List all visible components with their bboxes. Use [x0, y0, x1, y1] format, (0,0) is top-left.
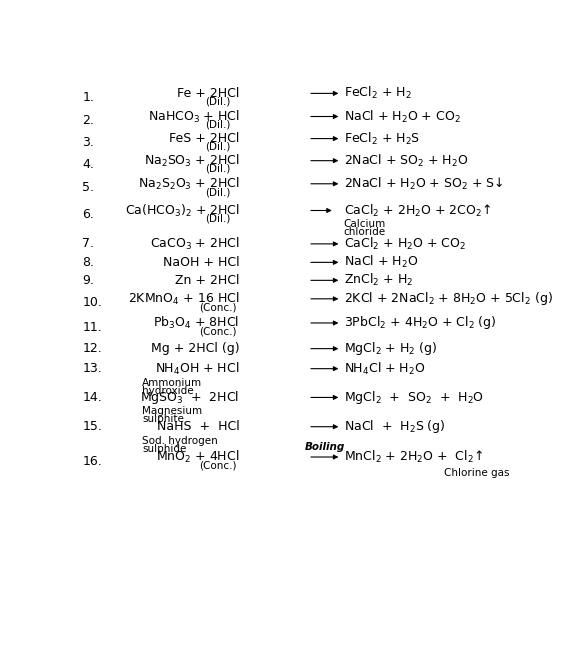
Text: 9.: 9. [82, 274, 94, 287]
Text: 5.: 5. [82, 181, 94, 194]
Text: (Conc.): (Conc.) [199, 460, 236, 470]
Text: 12.: 12. [82, 342, 102, 355]
Text: MgCl$_2$ + H$_2$ (g): MgCl$_2$ + H$_2$ (g) [344, 340, 437, 357]
Text: (Dil.): (Dil.) [205, 142, 230, 152]
Text: Fe + 2HCl: Fe + 2HCl [177, 87, 240, 100]
Text: 13.: 13. [82, 362, 102, 375]
Text: Mg + 2HCl (g): Mg + 2HCl (g) [151, 342, 240, 355]
Text: FeCl$_2$ + H$_2$: FeCl$_2$ + H$_2$ [344, 85, 411, 101]
Text: Zn + 2HCl: Zn + 2HCl [175, 274, 240, 287]
Text: 6.: 6. [82, 208, 94, 221]
Text: sulphite: sulphite [142, 414, 184, 424]
Text: MnCl$_2$ + 2H$_2$O +  Cl$_2$↑: MnCl$_2$ + 2H$_2$O + Cl$_2$↑ [344, 449, 482, 465]
Text: FeS + 2HCl: FeS + 2HCl [169, 132, 240, 145]
Text: 3PbCl$_2$ + 4H$_2$O + Cl$_2$ (g): 3PbCl$_2$ + 4H$_2$O + Cl$_2$ (g) [344, 314, 496, 331]
Text: NH$_4$OH + HCl: NH$_4$OH + HCl [155, 361, 240, 377]
Text: MgCl$_2$  +  SO$_2$  +  H$_2$O: MgCl$_2$ + SO$_2$ + H$_2$O [344, 389, 484, 406]
Text: (Dil.): (Dil.) [205, 164, 230, 174]
Text: 11.: 11. [82, 321, 102, 334]
Text: (Dil.): (Dil.) [205, 119, 230, 129]
Text: 15.: 15. [82, 420, 102, 433]
Text: NaHS  +  HCl: NaHS + HCl [157, 420, 240, 433]
Text: 10.: 10. [82, 296, 102, 309]
Text: Ammonium: Ammonium [142, 378, 202, 388]
Text: Pb$_3$O$_4$ + 8HCl: Pb$_3$O$_4$ + 8HCl [154, 315, 240, 331]
Text: Na$_2$SO$_3$ + 2HCl: Na$_2$SO$_3$ + 2HCl [144, 153, 240, 169]
Text: Ca(HCO$_3$)$_2$ + 2HCl: Ca(HCO$_3$)$_2$ + 2HCl [124, 203, 240, 219]
Text: 16.: 16. [82, 455, 102, 468]
Text: NaCl + H$_2$O + CO$_2$: NaCl + H$_2$O + CO$_2$ [344, 109, 460, 125]
Text: Sod. hydrogen: Sod. hydrogen [142, 436, 218, 446]
Text: NaCl  +  H$_2$S (g): NaCl + H$_2$S (g) [344, 418, 445, 435]
Text: NaOH + HCl: NaOH + HCl [163, 256, 240, 269]
Text: 1.: 1. [82, 91, 94, 104]
Text: CaCl$_2$ + 2H$_2$O + 2CO$_2$↑: CaCl$_2$ + 2H$_2$O + 2CO$_2$↑ [344, 203, 490, 219]
Text: Boiling: Boiling [304, 442, 345, 452]
Text: CaCO$_3$ + 2HCl: CaCO$_3$ + 2HCl [150, 236, 240, 252]
Text: 2KCl + 2NaCl$_2$ + 8H$_2$O + 5Cl$_2$ (g): 2KCl + 2NaCl$_2$ + 8H$_2$O + 5Cl$_2$ (g) [344, 290, 552, 307]
Text: 2.: 2. [82, 114, 94, 127]
Text: FeCl$_2$ + H$_2$S: FeCl$_2$ + H$_2$S [344, 131, 420, 147]
Text: MgSO$_3$  +  2HCl: MgSO$_3$ + 2HCl [140, 389, 240, 406]
Text: Chlorine gas: Chlorine gas [444, 468, 509, 478]
Text: Magnesium: Magnesium [142, 406, 202, 416]
Text: hydroxide: hydroxide [142, 386, 194, 396]
Text: NH$_4$Cl + H$_2$O: NH$_4$Cl + H$_2$O [344, 361, 425, 377]
Text: CaCl$_2$ + H$_2$O + CO$_2$: CaCl$_2$ + H$_2$O + CO$_2$ [344, 236, 465, 252]
Text: 7.: 7. [82, 237, 94, 250]
Text: Calcium: Calcium [344, 219, 386, 229]
Text: sulphide: sulphide [142, 444, 187, 454]
Text: 4.: 4. [82, 158, 94, 171]
Text: 2NaCl + SO$_2$ + H$_2$O: 2NaCl + SO$_2$ + H$_2$O [344, 153, 468, 169]
Text: 14.: 14. [82, 391, 102, 404]
Text: 3.: 3. [82, 136, 94, 149]
Text: chloride: chloride [344, 227, 385, 237]
Text: (Dil.): (Dil.) [205, 213, 230, 223]
Text: 2KMnO$_4$ + 16 HCl: 2KMnO$_4$ + 16 HCl [128, 291, 240, 307]
Text: (Conc.): (Conc.) [199, 326, 236, 336]
Text: MnO$_2$ + 4HCl: MnO$_2$ + 4HCl [156, 449, 240, 465]
Text: 2NaCl + H$_2$O + SO$_2$ + S↓: 2NaCl + H$_2$O + SO$_2$ + S↓ [344, 175, 503, 192]
Text: NaCl + H$_2$O: NaCl + H$_2$O [344, 254, 418, 270]
Text: (Dil.): (Dil.) [205, 187, 230, 197]
Text: ZnCl$_2$ + H$_2$: ZnCl$_2$ + H$_2$ [344, 272, 413, 288]
Text: Na$_2$S$_2$O$_3$ + 2HCl: Na$_2$S$_2$O$_3$ + 2HCl [138, 175, 240, 192]
Text: 8.: 8. [82, 256, 94, 269]
Text: (Conc.): (Conc.) [199, 302, 236, 312]
Text: NaHCO$_3$ + HCl: NaHCO$_3$ + HCl [148, 109, 240, 125]
Text: (Dil.): (Dil.) [205, 97, 230, 107]
